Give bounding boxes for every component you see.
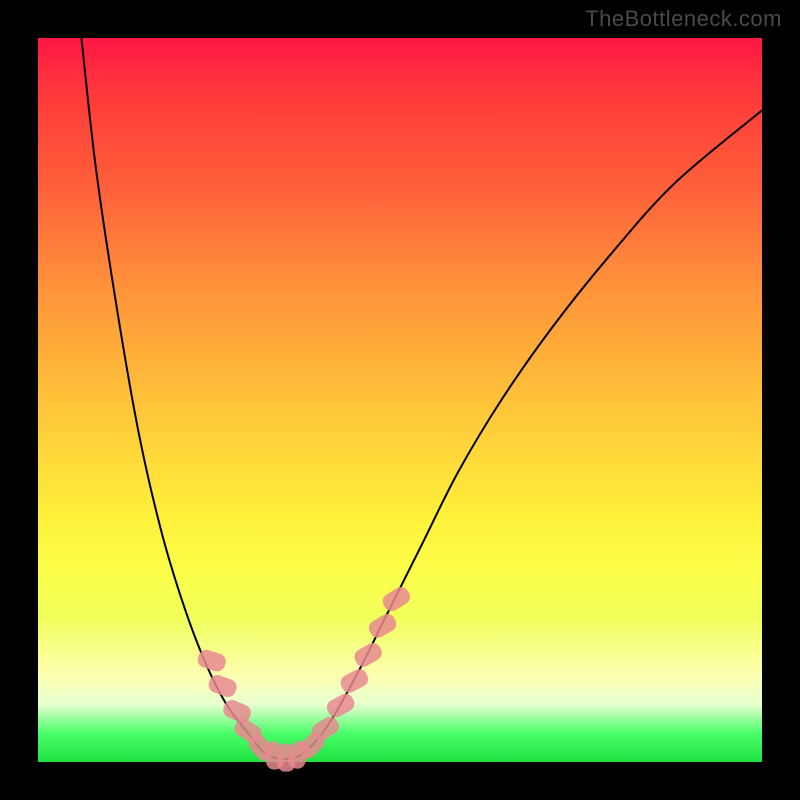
- data-marker: [380, 584, 413, 614]
- data-marker: [324, 691, 357, 720]
- bottleneck-curve: [81, 38, 762, 759]
- data-marker: [338, 666, 371, 695]
- watermark-text: TheBottleneck.com: [585, 6, 782, 32]
- chart-container: { "watermark": "TheBottleneck.com", "cha…: [0, 0, 800, 800]
- data-marker: [366, 611, 399, 641]
- markers-group: [196, 584, 413, 772]
- data-marker: [352, 640, 385, 670]
- chart-overlay: [38, 38, 762, 762]
